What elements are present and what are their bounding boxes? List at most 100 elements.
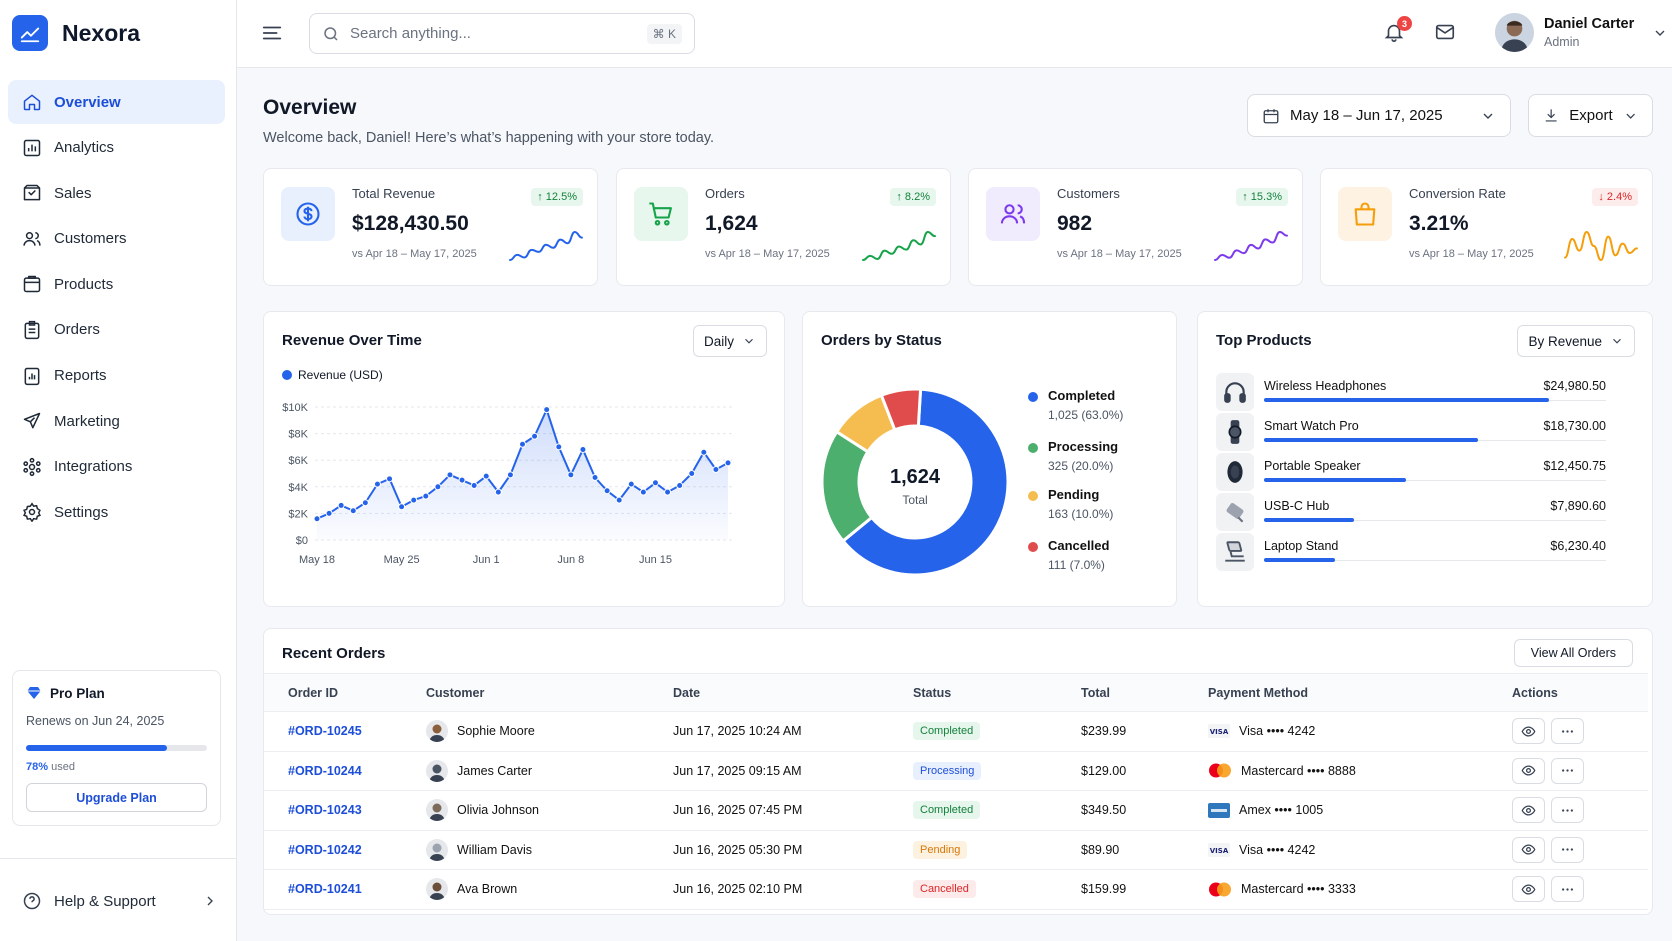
data-point[interactable] xyxy=(543,406,551,414)
more-actions-button[interactable] xyxy=(1551,718,1584,745)
column-header[interactable]: Order ID xyxy=(264,673,426,712)
order-id-link[interactable]: #ORD-10242 xyxy=(288,842,362,857)
order-id-link[interactable]: #ORD-10244 xyxy=(288,763,362,778)
view-order-button[interactable] xyxy=(1512,757,1545,784)
data-point[interactable] xyxy=(615,496,623,504)
data-point[interactable] xyxy=(337,501,345,509)
column-header[interactable]: Payment Method xyxy=(1208,673,1512,712)
help-support-link[interactable]: Help & Support xyxy=(22,891,218,911)
data-point[interactable] xyxy=(482,472,490,480)
logo[interactable]: Nexora xyxy=(12,15,140,51)
data-point[interactable] xyxy=(386,475,394,483)
sidebar-item-products[interactable]: Products xyxy=(8,262,225,306)
data-point[interactable] xyxy=(313,515,321,523)
column-header[interactable]: Status xyxy=(913,673,1081,712)
product-row[interactable]: Wireless Headphones $24,980.50 xyxy=(1216,373,1606,415)
product-row[interactable]: Portable Speaker $12,450.75 xyxy=(1216,453,1606,495)
order-id-link[interactable]: #ORD-10243 xyxy=(288,803,362,818)
more-actions-button[interactable] xyxy=(1551,797,1584,824)
export-button[interactable]: Export xyxy=(1528,94,1653,137)
more-actions-button[interactable] xyxy=(1551,836,1584,863)
data-point[interactable] xyxy=(603,487,611,495)
notifications-button[interactable]: 3 xyxy=(1383,16,1412,43)
sidebar-item-analytics[interactable]: Analytics xyxy=(8,126,225,170)
date-range-picker[interactable]: May 18 – Jun 17, 2025 xyxy=(1247,94,1511,137)
eye-icon xyxy=(1521,726,1536,737)
sort-select[interactable]: By Revenue xyxy=(1517,325,1635,357)
view-all-orders-button[interactable]: View All Orders xyxy=(1513,639,1633,667)
data-point[interactable] xyxy=(519,440,526,448)
data-point[interactable] xyxy=(458,476,466,484)
donut-slice-completed[interactable] xyxy=(840,387,1010,577)
product-row[interactable]: USB-C Hub $7,890.60 xyxy=(1216,493,1606,535)
data-point[interactable] xyxy=(639,488,647,496)
data-point[interactable] xyxy=(555,443,563,451)
data-point[interactable] xyxy=(410,496,418,504)
user-menu[interactable]: Daniel Carter Admin xyxy=(1495,13,1668,52)
data-point[interactable] xyxy=(688,470,696,477)
search-input[interactable] xyxy=(350,25,637,42)
sidebar-item-orders[interactable]: Orders xyxy=(8,308,225,352)
order-id-link[interactable]: #ORD-10245 xyxy=(288,724,362,739)
menu-toggle-button[interactable] xyxy=(261,22,283,44)
table-row[interactable]: #ORD-10242 William Davis Jun 16, 2025 05:3… xyxy=(264,830,1648,870)
sidebar-item-overview[interactable]: Overview xyxy=(8,80,225,124)
data-point[interactable] xyxy=(591,473,599,481)
data-point[interactable] xyxy=(325,509,333,517)
data-point[interactable] xyxy=(361,499,369,507)
sidebar-item-settings[interactable]: Settings xyxy=(8,490,225,534)
period-select[interactable]: Daily xyxy=(692,325,767,357)
view-order-button[interactable] xyxy=(1512,836,1545,863)
upgrade-plan-button[interactable]: Upgrade Plan xyxy=(26,783,207,812)
data-point[interactable] xyxy=(579,446,587,454)
chevron-down-icon xyxy=(745,338,753,344)
sidebar-item-sales[interactable]: Sales xyxy=(8,171,225,215)
data-point[interactable] xyxy=(494,488,502,496)
table-row[interactable]: #ORD-10243 Olivia Johnson Jun 16, 2025 07:… xyxy=(264,790,1648,831)
user-name: Daniel Carter xyxy=(1544,16,1635,32)
data-point[interactable] xyxy=(506,471,514,479)
y-tick-label: $4K xyxy=(288,482,308,494)
order-date: Jun 17, 2025 10:24 AM xyxy=(673,724,802,739)
data-point[interactable] xyxy=(567,471,575,479)
more-actions-button[interactable] xyxy=(1551,757,1584,784)
data-point[interactable] xyxy=(434,483,442,491)
data-point[interactable] xyxy=(446,471,454,479)
data-point[interactable] xyxy=(712,466,720,474)
data-point[interactable] xyxy=(349,507,357,515)
kpi-label: Orders xyxy=(705,186,745,201)
sidebar-item-customers[interactable]: Customers xyxy=(8,217,225,261)
column-header[interactable]: Date xyxy=(673,673,913,712)
more-horizontal-icon xyxy=(1562,888,1573,891)
table-row[interactable]: #ORD-10245 Sophie Moore Jun 17, 2025 10:24… xyxy=(264,711,1648,752)
data-point[interactable] xyxy=(373,480,381,488)
product-row[interactable]: Smart Watch Pro $18,730.00 xyxy=(1216,413,1606,455)
data-point[interactable] xyxy=(422,492,430,500)
table-row[interactable]: #ORD-10244 James Carter Jun 17, 2025 09:15… xyxy=(264,751,1648,791)
data-point[interactable] xyxy=(724,459,732,467)
data-point[interactable] xyxy=(627,480,635,488)
data-point[interactable] xyxy=(398,503,406,511)
order-id-link[interactable]: #ORD-10241 xyxy=(288,882,362,897)
product-row[interactable]: Laptop Stand $6,230.40 xyxy=(1216,533,1606,575)
sidebar-item-integrations[interactable]: Integrations xyxy=(8,445,225,489)
data-point[interactable] xyxy=(676,481,684,489)
data-point[interactable] xyxy=(700,448,708,456)
sidebar-item-reports[interactable]: Reports xyxy=(8,354,225,398)
more-actions-button[interactable] xyxy=(1551,876,1584,903)
data-point[interactable] xyxy=(531,432,539,440)
status-badge: Pending xyxy=(913,840,968,859)
view-order-button[interactable] xyxy=(1512,876,1545,903)
data-point[interactable] xyxy=(651,479,659,487)
data-point[interactable] xyxy=(664,488,672,496)
home-icon xyxy=(23,94,41,111)
data-point[interactable] xyxy=(470,481,478,489)
view-order-button[interactable] xyxy=(1512,718,1545,745)
table-row[interactable]: #ORD-10241 Ava Brown Jun 16, 2025 02:10 PM… xyxy=(264,869,1648,910)
column-header[interactable]: Total xyxy=(1081,673,1208,712)
sidebar-item-marketing[interactable]: Marketing xyxy=(8,399,225,443)
view-order-button[interactable] xyxy=(1512,797,1545,824)
column-header[interactable]: Customer xyxy=(426,673,673,712)
donut-slice-cancelled[interactable] xyxy=(879,387,923,432)
messages-button[interactable] xyxy=(1434,21,1456,43)
